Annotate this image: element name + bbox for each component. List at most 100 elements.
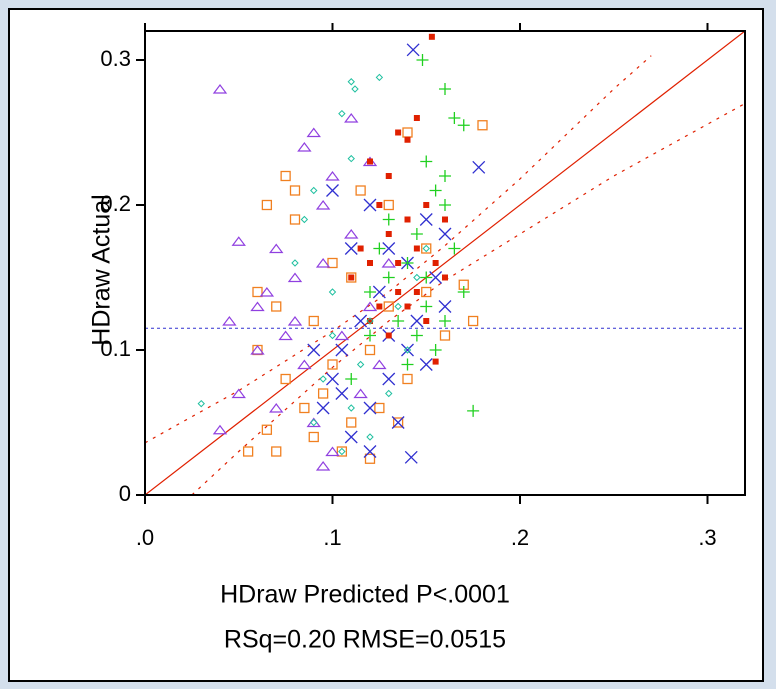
point xyxy=(457,119,470,132)
fit-line xyxy=(145,31,745,495)
point xyxy=(357,245,364,252)
point xyxy=(319,375,327,383)
point xyxy=(348,274,355,281)
point xyxy=(326,184,339,197)
point xyxy=(325,171,340,181)
point xyxy=(439,83,451,95)
plot-frame xyxy=(144,30,746,496)
point xyxy=(448,112,461,124)
point xyxy=(385,332,392,339)
point xyxy=(289,185,301,196)
point xyxy=(428,33,435,40)
point xyxy=(419,358,433,371)
point xyxy=(280,373,291,385)
stats-label: RSq=0.20 RMSE=0.0515 xyxy=(224,626,506,654)
point xyxy=(467,404,480,417)
point xyxy=(347,78,355,86)
point xyxy=(364,286,376,298)
point xyxy=(401,343,414,357)
point xyxy=(261,424,273,435)
point xyxy=(261,199,273,211)
point xyxy=(353,388,368,399)
point xyxy=(242,446,254,457)
point xyxy=(212,424,228,435)
point xyxy=(306,127,321,138)
point xyxy=(327,359,338,370)
point xyxy=(347,154,355,163)
point xyxy=(231,388,246,399)
point xyxy=(364,453,376,464)
plot-area xyxy=(145,31,745,495)
panel xyxy=(8,8,764,682)
point xyxy=(315,200,331,210)
point xyxy=(356,360,365,369)
point xyxy=(467,315,479,327)
point xyxy=(416,54,429,66)
confidence-upper xyxy=(145,55,652,444)
point xyxy=(315,258,331,268)
point xyxy=(422,244,430,253)
point xyxy=(344,430,358,444)
point xyxy=(375,73,384,82)
point xyxy=(363,445,377,458)
point xyxy=(250,301,265,312)
point xyxy=(419,213,433,226)
point xyxy=(395,129,402,136)
point xyxy=(334,330,350,341)
point xyxy=(420,300,433,313)
point xyxy=(287,272,303,283)
point xyxy=(429,344,442,356)
point xyxy=(439,170,451,182)
point xyxy=(383,301,394,312)
point xyxy=(291,259,299,267)
point xyxy=(429,184,442,197)
point xyxy=(382,372,396,386)
point xyxy=(406,43,420,57)
point xyxy=(310,186,318,195)
y-tick-label: 0 xyxy=(119,481,131,506)
point xyxy=(197,399,205,408)
point xyxy=(297,359,312,370)
point xyxy=(222,316,237,326)
y-tick-label: 0.1 xyxy=(100,336,131,361)
point xyxy=(367,260,373,266)
x-tick-label: .3 xyxy=(698,525,716,550)
point xyxy=(362,301,378,312)
point xyxy=(373,242,386,255)
point xyxy=(335,343,349,357)
point xyxy=(392,315,405,327)
point xyxy=(347,404,355,412)
point xyxy=(472,160,486,174)
point xyxy=(287,316,303,326)
point xyxy=(297,142,312,152)
point xyxy=(310,418,318,427)
point xyxy=(395,289,402,295)
point xyxy=(402,373,413,385)
point xyxy=(404,450,418,464)
point xyxy=(338,109,346,118)
point xyxy=(438,300,452,313)
point xyxy=(316,401,330,415)
point xyxy=(381,258,396,268)
point xyxy=(317,388,329,399)
point xyxy=(385,231,392,237)
point xyxy=(328,288,337,296)
point xyxy=(336,446,348,457)
point xyxy=(280,170,291,182)
point xyxy=(429,271,443,284)
point xyxy=(300,215,309,224)
point xyxy=(385,173,392,179)
point xyxy=(372,359,387,370)
point xyxy=(413,289,420,295)
point xyxy=(410,329,423,342)
point xyxy=(278,330,293,341)
point xyxy=(325,446,340,457)
point xyxy=(432,358,439,365)
point xyxy=(413,115,420,121)
point xyxy=(421,286,432,298)
point xyxy=(346,417,357,428)
point xyxy=(364,344,376,356)
point xyxy=(438,227,452,241)
point xyxy=(367,158,373,165)
